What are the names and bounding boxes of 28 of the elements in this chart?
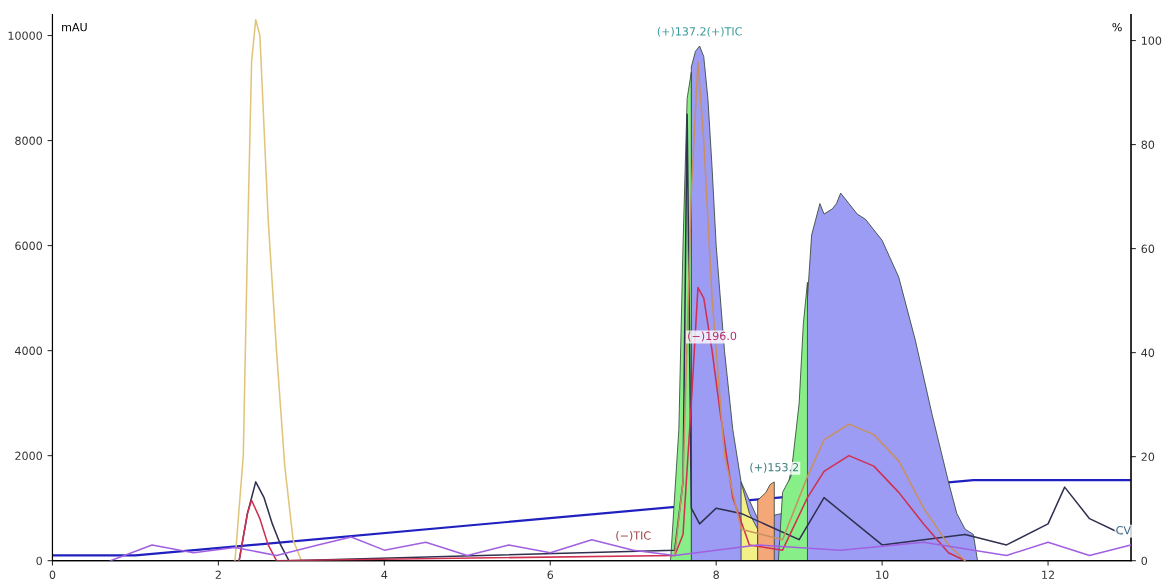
y2-tick-label: 80 (1141, 140, 1155, 149)
y-tick-label: 0 (36, 556, 43, 566)
x-tick-label: 6 (547, 570, 554, 579)
annotation: (+)153.2 (750, 462, 799, 473)
x-tick-label: 8 (713, 570, 719, 579)
x-tick-label: 10 (876, 570, 889, 579)
y2-tick-label: 100 (1141, 36, 1162, 45)
x-tick-label: 2 (215, 570, 221, 579)
x-tick-label: 4 (381, 570, 388, 579)
annotation: (−)TIC (616, 531, 651, 541)
annotation: CV (1116, 526, 1131, 535)
x-tick-label: 12 (1042, 570, 1055, 579)
y2-tick-label: 0 (1141, 556, 1148, 566)
y2-tick-label: 20 (1141, 452, 1155, 462)
annotation: (−)196.0 (688, 331, 737, 342)
line-series (234, 19, 303, 561)
y-tick-label: 8000 (15, 136, 43, 145)
annotation: (+)137.2(+)TIC (657, 26, 742, 37)
x-tick-label: 0 (49, 570, 56, 579)
y-tick-label: 2000 (15, 451, 43, 461)
y2-tick-label: 60 (1141, 244, 1155, 253)
y-tick-label: 10000 (8, 31, 43, 40)
y-tick-label: 6000 (15, 241, 43, 250)
y-axis-title: mAU (62, 23, 87, 32)
y-tick-label: 4000 (15, 346, 43, 355)
line-series (238, 286, 966, 561)
y2-tick-label: 40 (1141, 348, 1155, 357)
y2-axis-title: % (1112, 22, 1122, 32)
